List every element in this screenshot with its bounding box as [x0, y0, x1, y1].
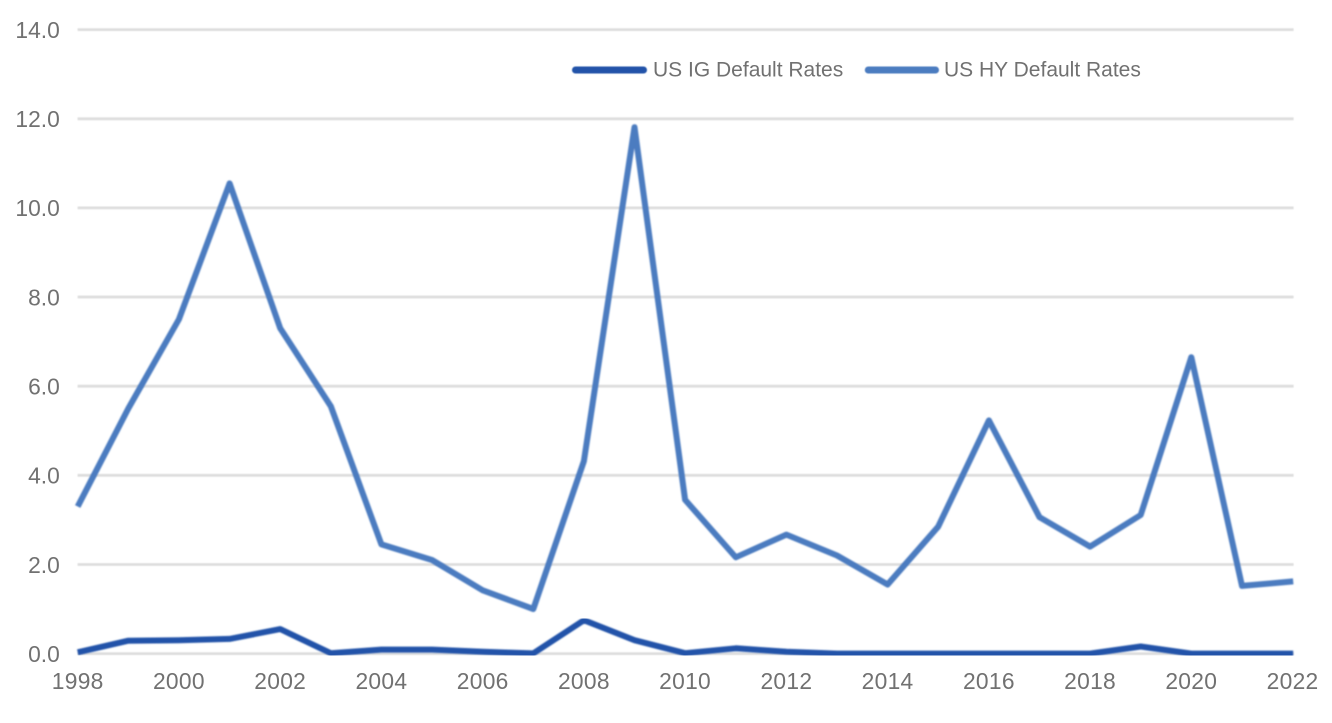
svg-text:2000: 2000 — [153, 668, 205, 694]
svg-text:US IG Default Rates: US IG Default Rates — [653, 59, 843, 82]
svg-text:2020: 2020 — [1165, 668, 1217, 694]
svg-text:4.0: 4.0 — [28, 463, 60, 489]
svg-text:2018: 2018 — [1064, 668, 1116, 694]
svg-text:14.0: 14.0 — [15, 17, 59, 43]
svg-text:2014: 2014 — [862, 668, 914, 694]
svg-text:2004: 2004 — [355, 668, 407, 694]
svg-text:2.0: 2.0 — [28, 552, 60, 578]
svg-text:2012: 2012 — [760, 668, 812, 694]
svg-text:6.0: 6.0 — [28, 374, 60, 400]
svg-text:0.0: 0.0 — [28, 641, 60, 667]
svg-text:1998: 1998 — [52, 668, 104, 694]
svg-text:2002: 2002 — [254, 668, 306, 694]
svg-text:2006: 2006 — [457, 668, 509, 694]
svg-text:US HY Default Rates: US HY Default Rates — [944, 59, 1141, 82]
svg-text:12.0: 12.0 — [15, 106, 59, 132]
svg-text:8.0: 8.0 — [28, 284, 60, 310]
svg-text:2008: 2008 — [558, 668, 610, 694]
svg-text:2010: 2010 — [659, 668, 711, 694]
svg-text:2022: 2022 — [1267, 668, 1319, 694]
svg-text:10.0: 10.0 — [15, 195, 59, 221]
svg-text:2016: 2016 — [963, 668, 1015, 694]
